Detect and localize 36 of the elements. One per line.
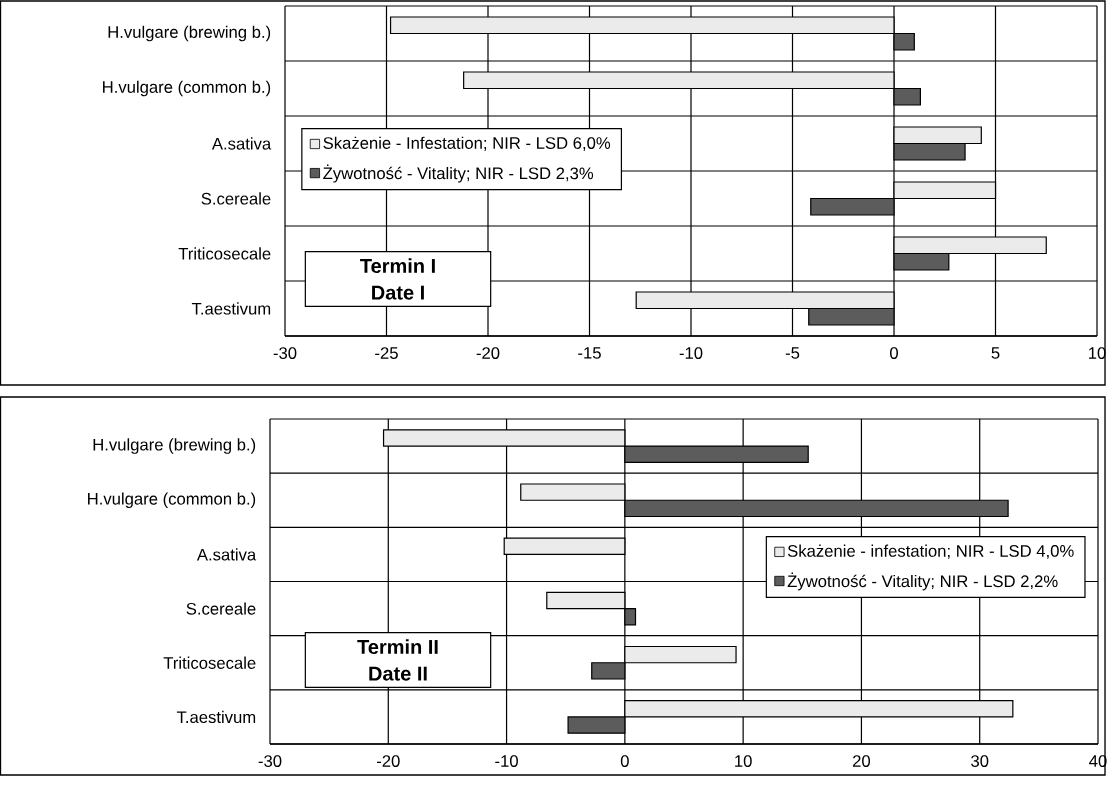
x-tick-label: -5 <box>785 347 800 359</box>
legend-label: Żywotność - Vitality; NIR - LSD 2,2% <box>787 572 1058 591</box>
y-tick-label: H.vulgare (brewing b.) <box>108 25 271 42</box>
annotation: Date I <box>372 285 424 300</box>
x-tick-label: -10 <box>495 755 518 767</box>
y-tick-label: T.aestivum <box>176 710 256 724</box>
y-tick-label: Triticosecale <box>178 247 271 260</box>
x-tick-label: 10 <box>735 755 752 767</box>
bar <box>503 537 626 556</box>
y-tick-label: H.vulgare (common b.) <box>88 492 256 509</box>
y-tick-label: S.cereale <box>186 602 256 615</box>
y-tick-label: H.vulgare (brewing b.) <box>93 438 256 454</box>
y-tick-label: A.sativa <box>211 137 272 150</box>
x-tick-label: 20 <box>853 755 871 767</box>
x-tick-label: -30 <box>258 755 282 767</box>
y-tick-label: S.cereale <box>201 192 271 205</box>
y-tick-label: T.aestivum <box>191 302 271 315</box>
legend-label: Żywotność - Vitality; NIR - LSD 2,3% <box>323 164 594 183</box>
legend-label: Skażenie - Infestation; NIR - LSD 6,0% <box>323 136 611 151</box>
annotation: Date II <box>369 666 427 681</box>
annotation: Termin I <box>360 258 435 273</box>
x-tick-label: -20 <box>476 347 500 359</box>
x-tick-label: -10 <box>679 347 703 359</box>
x-tick-label: -25 <box>375 347 398 359</box>
legend-label: Skażenie - infestation; NIR - LSD 4,0% <box>787 544 1074 559</box>
x-tick-label: 30 <box>971 755 989 767</box>
y-tick-label: Triticosecale <box>163 656 256 669</box>
x-tick-label: 0 <box>890 347 898 359</box>
x-tick-label: 0 <box>620 755 629 767</box>
y-tick-label: H.vulgare (common b.) <box>103 80 271 97</box>
y-tick-label: A.sativa <box>196 548 257 561</box>
x-tick-label: -30 <box>273 347 297 359</box>
annotation: Termin II <box>357 639 438 654</box>
x-tick-label: -15 <box>578 347 601 359</box>
x-tick-label: 5 <box>991 347 1000 359</box>
x-tick-label: -20 <box>376 755 400 767</box>
